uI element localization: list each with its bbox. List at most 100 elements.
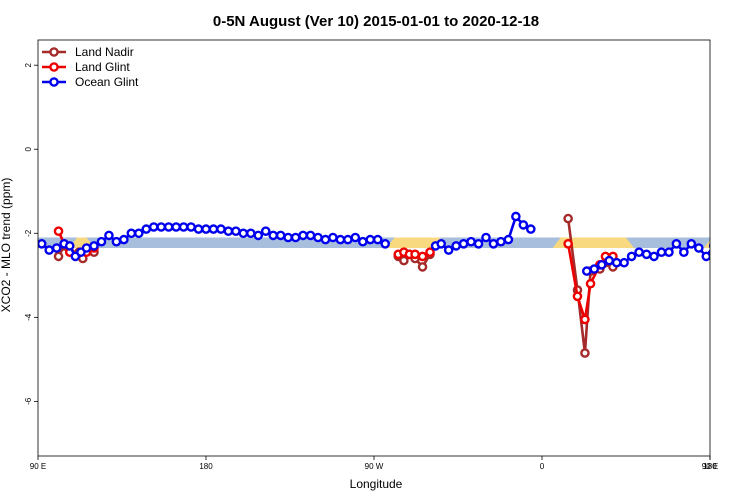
data-point <box>634 247 644 258</box>
data-point <box>596 260 607 270</box>
data-point <box>436 238 447 249</box>
data-point <box>425 247 435 258</box>
data-point <box>201 224 211 234</box>
data-point <box>357 236 368 247</box>
data-point <box>372 234 383 245</box>
legend-swatch-marker <box>49 47 59 57</box>
data-point <box>626 251 637 262</box>
data-point <box>417 262 428 272</box>
data-point <box>733 242 740 249</box>
data-point <box>488 238 499 249</box>
data-point <box>727 253 734 260</box>
legend-item: Ocean Glint <box>42 75 139 89</box>
data-point <box>511 211 521 222</box>
data-point <box>305 230 316 241</box>
data-point <box>718 247 725 254</box>
data-point <box>365 234 376 245</box>
data-point <box>245 228 256 239</box>
legend-item: Land Glint <box>42 60 130 74</box>
series-ocean-glint <box>38 211 747 276</box>
y-axis: 2 0 -2 -4 -6 <box>24 62 38 405</box>
data-point <box>231 226 241 236</box>
data-point <box>733 240 740 247</box>
data-point <box>701 251 710 262</box>
chart-title: 0-5N August (Ver 10) 2015-01-01 to 2020-… <box>213 13 539 30</box>
data-point <box>380 238 391 249</box>
x-tick-label: 180 <box>199 462 213 471</box>
data-point <box>89 241 99 251</box>
data-point <box>208 224 219 234</box>
data-point <box>350 232 361 243</box>
y-axis-label: XCO2 - MLO trend (ppm) <box>0 178 13 313</box>
data-point <box>53 226 64 236</box>
data-point <box>458 238 469 249</box>
data-point <box>260 226 271 236</box>
legend-label: Land Nadir <box>75 45 134 59</box>
data-point <box>343 234 353 245</box>
data-point <box>481 232 491 243</box>
data-point <box>604 255 615 266</box>
data-point <box>580 314 590 325</box>
data-point <box>126 228 137 239</box>
y-tick-label: -6 <box>24 397 33 405</box>
x-tick-label: 90 E <box>702 462 718 471</box>
data-point <box>572 291 583 302</box>
data-point <box>253 230 264 241</box>
data-point <box>708 242 710 249</box>
data-point <box>328 232 338 243</box>
x-tick-label: 90 W <box>365 462 384 471</box>
data-point <box>156 222 166 232</box>
data-point <box>81 243 92 253</box>
data-point <box>619 257 629 268</box>
data-point <box>580 348 590 358</box>
y-tick-label: -4 <box>24 313 33 321</box>
data-point <box>410 249 420 260</box>
data-point <box>563 238 573 249</box>
band-yellow-3 <box>703 239 710 248</box>
data-point <box>38 238 47 249</box>
data-point <box>163 222 174 232</box>
data-point <box>216 224 226 234</box>
data-point <box>223 226 234 236</box>
data-point <box>53 251 64 262</box>
data-point <box>740 236 747 243</box>
data-point <box>518 220 529 230</box>
data-point <box>671 238 682 249</box>
data-point <box>611 257 622 268</box>
data-point <box>466 236 476 247</box>
data-point <box>656 247 667 258</box>
data-point <box>679 247 689 258</box>
data-point <box>111 236 122 247</box>
data-point <box>290 232 301 243</box>
data-point <box>64 241 75 251</box>
data-point <box>451 241 461 251</box>
plot-area <box>38 211 749 358</box>
data-point <box>742 249 749 256</box>
data-point <box>417 251 428 262</box>
data-point <box>727 228 734 235</box>
data-point <box>664 247 674 258</box>
legend-swatch-marker <box>49 62 59 72</box>
x-tick-label: 180 <box>703 462 717 471</box>
data-point <box>694 243 704 253</box>
data-point <box>104 230 114 241</box>
series-land-nadir <box>53 213 749 358</box>
data-point <box>582 266 592 276</box>
data-point <box>275 230 286 241</box>
data-point <box>133 228 144 239</box>
data-point <box>141 224 152 234</box>
legend-label: Land Glint <box>75 60 130 74</box>
data-point <box>51 243 62 253</box>
legend-item: Land Nadir <box>42 45 134 59</box>
data-point <box>686 238 697 249</box>
data-point <box>649 251 659 262</box>
data-point <box>96 236 107 247</box>
legend-label: Ocean Glint <box>75 75 139 89</box>
band-yellow-2 <box>552 237 634 248</box>
data-point <box>589 264 600 274</box>
data-point <box>283 232 293 243</box>
data-point <box>473 238 484 249</box>
data-point <box>238 228 249 239</box>
data-point <box>733 242 740 249</box>
